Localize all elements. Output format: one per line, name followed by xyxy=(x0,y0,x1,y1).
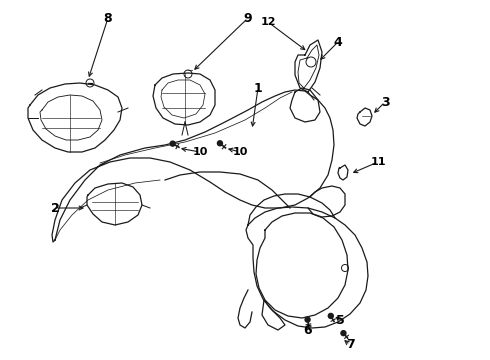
Text: 3: 3 xyxy=(381,95,390,108)
Text: 1: 1 xyxy=(254,81,262,94)
Circle shape xyxy=(170,141,175,146)
Circle shape xyxy=(328,314,333,319)
Text: 10: 10 xyxy=(232,147,247,157)
Text: 7: 7 xyxy=(345,338,354,351)
Text: 12: 12 xyxy=(260,17,276,27)
Text: 8: 8 xyxy=(104,12,112,24)
Text: 4: 4 xyxy=(334,36,343,49)
Text: 6: 6 xyxy=(304,324,312,337)
Text: 9: 9 xyxy=(244,12,252,24)
Text: 2: 2 xyxy=(50,202,59,215)
Circle shape xyxy=(341,331,346,336)
Text: 11: 11 xyxy=(370,157,386,167)
Text: 10: 10 xyxy=(192,147,208,157)
Text: 5: 5 xyxy=(336,314,344,327)
Circle shape xyxy=(218,141,222,146)
Circle shape xyxy=(305,317,310,322)
